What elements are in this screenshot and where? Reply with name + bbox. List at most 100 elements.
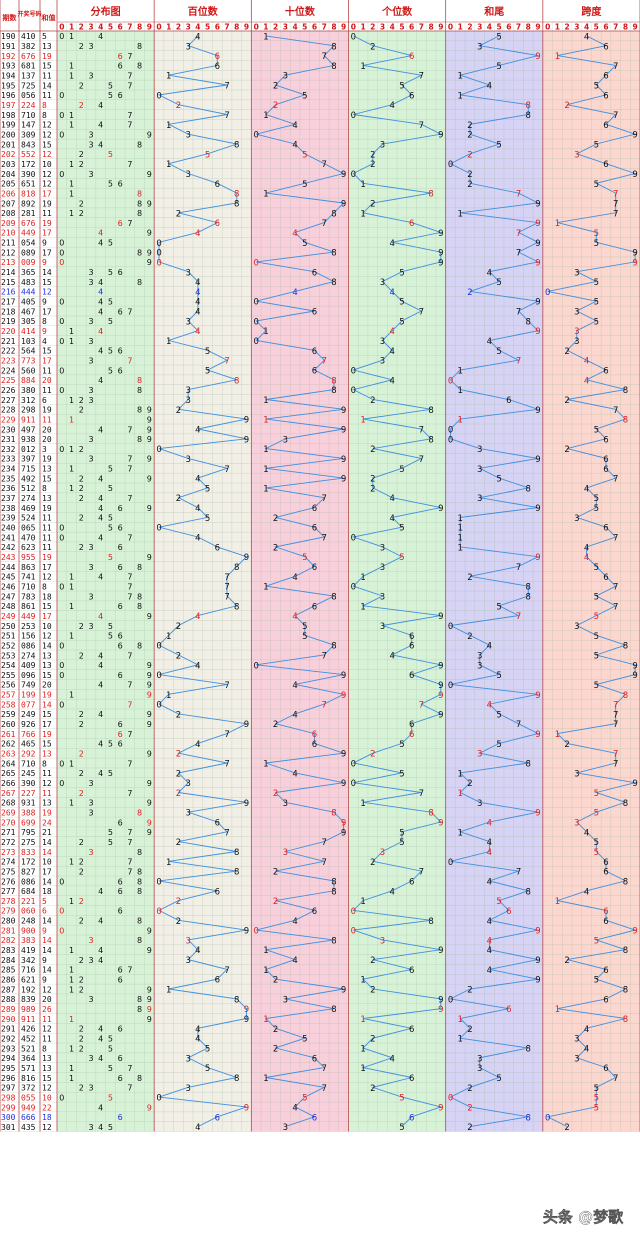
section-title-distribution: 分布图 [91, 5, 121, 18]
sum-value: 19 [42, 52, 52, 61]
sum-value: 8 [42, 484, 47, 493]
span-point: 6 [603, 42, 608, 52]
axis-digit-label: 6 [215, 23, 220, 32]
draw-number: 409 [21, 661, 36, 670]
distribution-digit: 9 [147, 828, 152, 837]
draw-number: 309 [21, 130, 36, 139]
draw-number: 388 [21, 808, 36, 817]
tens-point: 8 [331, 376, 336, 386]
hundreds-point: 2 [176, 750, 181, 760]
span-point: 6 [603, 858, 608, 868]
distribution-digit: 9 [147, 946, 152, 955]
units-point: 6 [409, 1025, 414, 1035]
span-point: 7 [613, 534, 618, 544]
draw-number: 623 [21, 543, 36, 552]
draw-number: 989 [21, 1005, 36, 1014]
distribution-digit: 6 [118, 877, 123, 886]
sum-value: 19 [42, 808, 52, 817]
tens-point: 9 [341, 475, 346, 485]
span-point: 2 [564, 956, 569, 966]
distribution-digit: 5 [108, 91, 113, 100]
draw-number: 716 [21, 966, 36, 975]
sum-value: 12 [42, 121, 52, 130]
draw-number: 292 [21, 750, 36, 759]
distribution-digit: 4 [98, 710, 103, 719]
units-point: 7 [419, 789, 424, 799]
span-point: 7 [613, 1074, 618, 1084]
sum-value: 11 [42, 533, 52, 542]
tens-trend-line [255, 35, 345, 1128]
hundreds-trend-line [157, 35, 248, 1128]
draw-number: 449 [21, 229, 36, 238]
distribution-digit: 7 [127, 838, 132, 847]
hundreds-point: 2 [176, 622, 181, 632]
period-label: 219 [1, 317, 16, 326]
hundreds-point: 7 [224, 82, 229, 92]
distribution-digit: 7 [127, 455, 132, 464]
sum-value: 8 [42, 759, 47, 768]
tens-point: 1 [263, 465, 268, 475]
distribution-digit: 8 [137, 199, 142, 208]
units-point: 7 [419, 308, 424, 318]
sum_tail-point: 6 [506, 907, 511, 917]
tens-point: 9 [341, 671, 346, 681]
axis-digit-label: 0 [545, 23, 550, 32]
distribution-digit: 2 [79, 406, 84, 415]
sum_tail-point: 2 [467, 632, 472, 642]
units-point: 9 [438, 995, 443, 1005]
distribution-digit: 6 [118, 730, 123, 739]
tens-point: 0 [253, 131, 258, 141]
units-point: 3 [380, 357, 385, 367]
section-title-tens: 十位数 [285, 5, 316, 18]
distribution-digit: 4 [98, 1025, 103, 1034]
sum-value: 20 [42, 376, 52, 385]
distribution-digit: 4 [98, 887, 103, 896]
span-point: 3 [574, 622, 579, 632]
distribution-digit: 5 [108, 514, 113, 523]
sum_tail-point: 5 [496, 32, 501, 42]
draw-number: 512 [21, 484, 36, 493]
sum-value: 19 [42, 199, 52, 208]
sum_tail-point: 3 [477, 661, 482, 671]
units-point: 3 [380, 337, 385, 347]
distribution-digit: 6 [118, 641, 123, 650]
distribution-digit: 4 [98, 376, 103, 385]
sum-value: 13 [42, 494, 52, 503]
tens-point: 7 [321, 838, 326, 848]
distribution-digit: 1 [69, 966, 74, 975]
tens-point: 0 [253, 298, 258, 308]
units-point: 4 [390, 1054, 395, 1064]
hundreds-point: 7 [224, 966, 229, 976]
distribution-digit: 8 [137, 887, 142, 896]
tens-point: 0 [253, 258, 258, 268]
sum_tail-point: 9 [535, 455, 540, 465]
sum_tail-point: 2 [467, 121, 472, 131]
period-label: 264 [1, 759, 16, 768]
distribution-digit: 2 [79, 897, 84, 906]
span-point: 2 [564, 1123, 569, 1133]
distribution-digit: 9 [147, 691, 152, 700]
distribution-digit: 1 [69, 897, 74, 906]
hundreds-point: 9 [244, 720, 249, 730]
sum_tail-point: 5 [496, 62, 501, 72]
hundreds-point: 4 [195, 288, 200, 298]
hundreds-point: 1 [166, 691, 171, 701]
period-label: 212 [1, 248, 16, 257]
axis-digit-label: 6 [409, 23, 414, 32]
distribution-digit: 2 [79, 838, 84, 847]
units-point: 4 [390, 288, 395, 298]
units-point: 7 [419, 425, 424, 435]
distribution-digit: 2 [79, 514, 84, 523]
hundreds-point: 1 [166, 160, 171, 170]
tens-point: 8 [331, 593, 336, 603]
units-point: 7 [419, 121, 424, 131]
distribution-digit: 6 [118, 671, 123, 680]
units-point: 4 [390, 494, 395, 504]
sum-value: 20 [42, 995, 52, 1004]
period-label: 276 [1, 877, 16, 886]
hundreds-point: 7 [224, 583, 229, 593]
draw-number: 390 [21, 779, 36, 788]
tens-point: 7 [321, 858, 326, 868]
distribution-digit: 9 [147, 455, 152, 464]
units-point: 9 [438, 1103, 443, 1113]
